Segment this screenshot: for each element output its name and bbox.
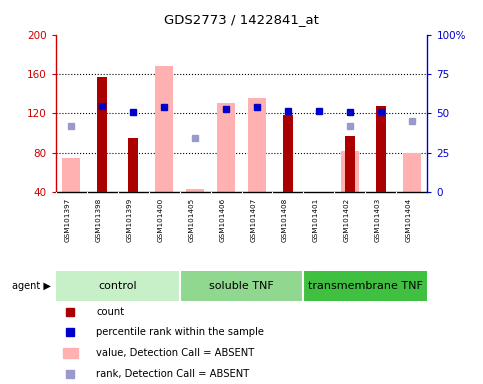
Text: transmembrane TNF: transmembrane TNF: [308, 281, 423, 291]
Text: GSM101402: GSM101402: [344, 197, 350, 242]
Text: soluble TNF: soluble TNF: [209, 281, 274, 291]
Text: GSM101405: GSM101405: [189, 197, 195, 242]
Text: GSM101408: GSM101408: [282, 197, 288, 242]
Text: agent ▶: agent ▶: [12, 281, 51, 291]
Bar: [403, 153, 421, 192]
Text: GSM101403: GSM101403: [375, 197, 381, 242]
Text: control: control: [98, 281, 137, 291]
Bar: [284, 115, 293, 192]
Text: GSM101399: GSM101399: [127, 197, 133, 242]
Text: GSM101398: GSM101398: [96, 197, 102, 242]
Bar: [62, 157, 80, 192]
Text: GDS2773 / 1422841_at: GDS2773 / 1422841_at: [164, 13, 319, 26]
Text: count: count: [97, 307, 125, 317]
Bar: [376, 106, 385, 192]
Bar: [217, 103, 235, 192]
Text: GSM101404: GSM101404: [406, 197, 412, 242]
Bar: [128, 138, 138, 192]
Bar: [248, 98, 266, 192]
Bar: [63, 348, 78, 358]
Bar: [341, 151, 359, 192]
Bar: [345, 136, 355, 192]
Text: rank, Detection Call = ABSENT: rank, Detection Call = ABSENT: [97, 369, 250, 379]
Bar: [155, 66, 173, 192]
Bar: [56, 271, 180, 301]
Bar: [98, 77, 107, 192]
Text: percentile rank within the sample: percentile rank within the sample: [97, 328, 265, 338]
Text: value, Detection Call = ABSENT: value, Detection Call = ABSENT: [97, 348, 255, 358]
Text: GSM101401: GSM101401: [313, 197, 319, 242]
Bar: [303, 271, 427, 301]
Text: GSM101400: GSM101400: [158, 197, 164, 242]
Text: GSM101397: GSM101397: [65, 197, 71, 242]
Text: GSM101406: GSM101406: [220, 197, 226, 242]
Text: GSM101407: GSM101407: [251, 197, 257, 242]
Bar: [180, 271, 303, 301]
Bar: [186, 189, 204, 192]
